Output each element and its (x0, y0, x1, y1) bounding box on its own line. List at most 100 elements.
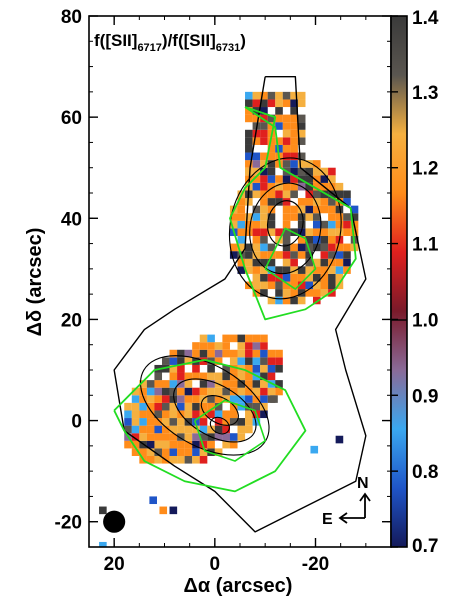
pixel (297, 266, 306, 274)
pixel (320, 228, 329, 236)
pixel (192, 440, 200, 449)
pixel (169, 372, 178, 381)
pixel (184, 433, 193, 441)
pixel (260, 182, 268, 191)
pixel (335, 190, 344, 199)
pixel (222, 380, 230, 388)
pixel (312, 167, 321, 176)
pixel (245, 220, 253, 229)
pixel (297, 160, 306, 168)
pixel (154, 455, 163, 464)
pixel (139, 433, 147, 441)
pixel (252, 235, 261, 244)
pixel (275, 144, 283, 153)
pixel (275, 380, 283, 388)
pixel (161, 448, 170, 456)
pixel (154, 425, 163, 434)
pixel (192, 387, 200, 396)
pixel (139, 402, 147, 411)
pixel (252, 228, 261, 236)
pixel (199, 342, 208, 350)
pixel (297, 251, 306, 259)
colorbar-tick-label: 1.4 (412, 8, 439, 29)
pixel (124, 440, 132, 449)
pixel (192, 364, 200, 373)
pixel (184, 395, 193, 403)
pixel (161, 440, 170, 449)
pixel (245, 228, 253, 236)
isolated-pixel (159, 506, 168, 515)
pixel (260, 129, 268, 138)
pixel (260, 410, 268, 419)
pixel (267, 160, 276, 168)
pixel (305, 228, 314, 236)
pixel (229, 243, 238, 252)
pixel (312, 182, 321, 191)
contour-south-4 (209, 416, 230, 435)
pixel (252, 289, 261, 297)
pixel (177, 455, 185, 464)
pixel (245, 395, 253, 403)
pixel (131, 425, 140, 434)
x-axis-ticks: 20 0 -20 (88, 16, 392, 575)
pixel (192, 372, 200, 381)
pixel (229, 334, 238, 343)
pixel (161, 410, 170, 419)
pixel (343, 243, 351, 252)
pixel (229, 213, 238, 221)
pixel (139, 410, 147, 419)
pixel (328, 220, 336, 229)
y-tick-label: 80 (61, 7, 82, 28)
pixel (275, 175, 283, 183)
pixel (267, 114, 276, 123)
pixel (312, 289, 321, 297)
pixel (229, 395, 238, 403)
pixel (275, 91, 283, 100)
pixel (192, 410, 200, 419)
pixel (245, 372, 253, 381)
contour-green-south-inner (193, 399, 266, 462)
pixel (282, 175, 291, 183)
pixel (320, 289, 329, 297)
pixel (260, 258, 268, 267)
pixel (282, 152, 291, 161)
pixel (252, 99, 261, 108)
pixel (290, 213, 298, 221)
pixel (245, 357, 253, 365)
pixel (312, 266, 321, 274)
pixel (320, 205, 329, 214)
pixel (245, 160, 253, 168)
pixel (245, 213, 253, 221)
pixel (207, 387, 215, 396)
pixel (335, 251, 344, 259)
pixel (312, 228, 321, 236)
pixel (252, 114, 261, 123)
pixel (305, 243, 314, 252)
pixel (290, 182, 298, 191)
pixel (282, 137, 291, 145)
pixel (177, 448, 185, 456)
pixel (124, 402, 132, 411)
pixel (343, 251, 351, 259)
pixel (245, 107, 253, 115)
pixel (229, 433, 238, 441)
pixel (328, 213, 336, 221)
pixel (177, 364, 185, 373)
pixel (267, 243, 276, 252)
pixel (199, 440, 208, 449)
pixel (267, 205, 276, 214)
pixel (245, 167, 253, 176)
pixel (184, 380, 193, 388)
pixel (335, 243, 344, 252)
pixel (290, 137, 298, 145)
pixel (275, 251, 283, 259)
pixel (184, 402, 193, 411)
pixel (154, 395, 163, 403)
pixel (275, 364, 283, 373)
pixel (154, 448, 163, 456)
pixel (184, 357, 193, 365)
contour-north-2 (249, 182, 322, 275)
contour-green-north-inner (264, 227, 317, 290)
pixel (335, 205, 344, 214)
pixel (297, 137, 306, 145)
